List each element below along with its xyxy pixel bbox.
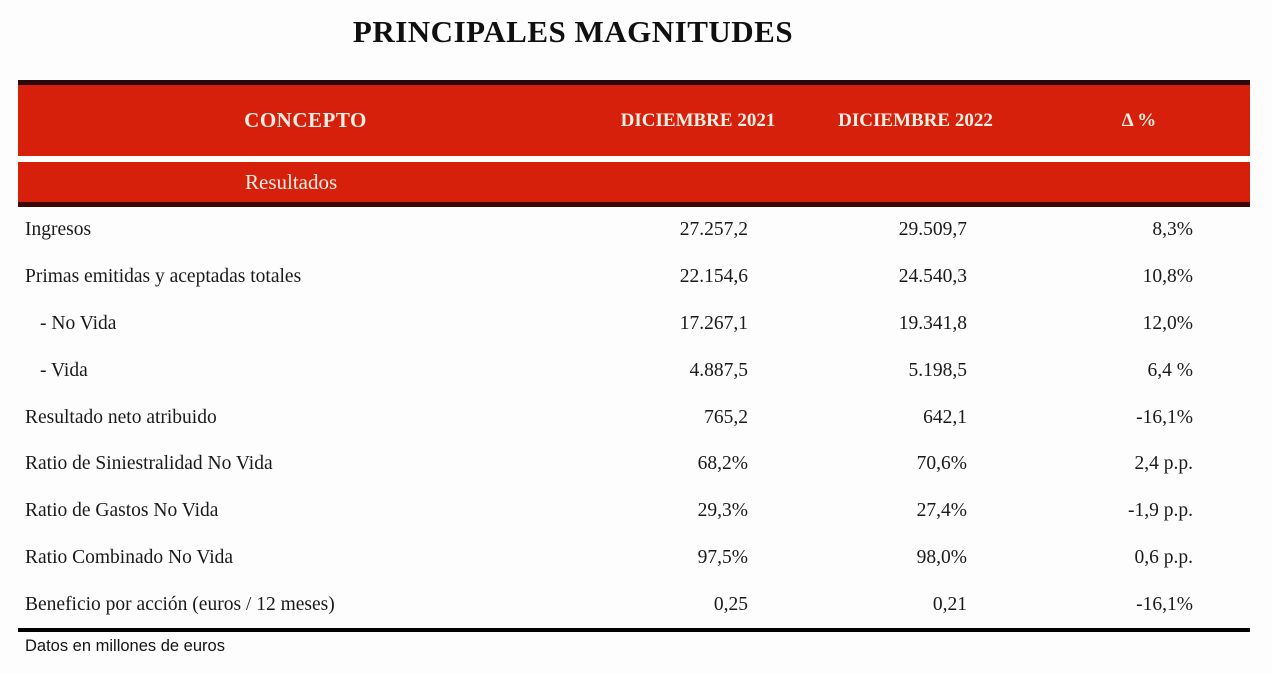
cell-concepto: Ratio de Siniestralidad No Vida bbox=[25, 453, 273, 475]
cell-diciembre-2021: 97,5% bbox=[697, 546, 748, 568]
cell-concepto: Resultado neto atribuido bbox=[25, 406, 217, 428]
footnote: Datos en millones de euros bbox=[25, 637, 225, 656]
cell-diciembre-2022: 27,4% bbox=[916, 500, 967, 522]
table-row: Ingresos 27.257,2 29.509,7 8,3% bbox=[18, 207, 1250, 254]
cell-delta: 10,8% bbox=[1142, 266, 1193, 288]
cell-concepto: Ratio de Gastos No Vida bbox=[25, 500, 219, 522]
table-row: - Vida 4.887,5 5.198,5 6,4 % bbox=[18, 347, 1250, 394]
section-row-resultados: Resultados bbox=[18, 162, 1250, 207]
cell-delta: 2,4 p.p. bbox=[1134, 453, 1194, 475]
section-label: Resultados bbox=[245, 169, 338, 194]
cell-diciembre-2022: 98,0% bbox=[916, 546, 967, 568]
cell-diciembre-2022: 29.509,7 bbox=[898, 219, 967, 241]
cell-delta: -16,1% bbox=[1136, 593, 1193, 615]
cell-delta: 0,6 p.p. bbox=[1134, 546, 1194, 568]
cell-concepto: Ratio Combinado No Vida bbox=[25, 546, 234, 568]
table-bottom-border: Datos en millones de euros bbox=[18, 628, 1250, 656]
page-title: PRINCIPALES MAGNITUDES bbox=[352, 14, 794, 49]
cell-concepto: Primas emitidas y aceptadas totales bbox=[25, 266, 302, 288]
table-body: Ingresos 27.257,2 29.509,7 8,3% Primas e… bbox=[18, 207, 1250, 628]
magnitudes-table: CONCEPTO DICIEMBRE 2021 DICIEMBRE 2022 Δ… bbox=[18, 80, 1250, 656]
cell-delta: 12,0% bbox=[1142, 312, 1193, 334]
cell-diciembre-2021: 765,2 bbox=[704, 406, 748, 428]
column-header-delta-percent: Δ % bbox=[1121, 109, 1157, 131]
cell-diciembre-2022: 5.198,5 bbox=[908, 359, 968, 381]
cell-diciembre-2022: 24.540,3 bbox=[898, 266, 967, 288]
cell-diciembre-2022: 0,21 bbox=[932, 593, 967, 615]
cell-diciembre-2021: 4.887,5 bbox=[689, 359, 749, 381]
column-header-diciembre-2022: DICIEMBRE 2022 bbox=[838, 109, 993, 131]
cell-delta: -1,9 p.p. bbox=[1128, 500, 1193, 522]
table-row: Resultado neto atribuido 765,2 642,1 -16… bbox=[18, 394, 1250, 441]
cell-delta: 8,3% bbox=[1152, 219, 1193, 241]
cell-concepto: - Vida bbox=[40, 359, 88, 381]
table-row: Ratio Combinado No Vida 97,5% 98,0% 0,6 … bbox=[18, 535, 1250, 582]
cell-diciembre-2022: 642,1 bbox=[923, 406, 967, 428]
cell-diciembre-2021: 0,25 bbox=[713, 593, 748, 615]
cell-concepto: Beneficio por acción (euros / 12 meses) bbox=[25, 593, 335, 615]
cell-delta: 6,4 % bbox=[1147, 359, 1194, 381]
table-row: Beneficio por acción (euros / 12 meses) … bbox=[18, 581, 1250, 628]
cell-concepto: Ingresos bbox=[25, 219, 92, 241]
cell-diciembre-2022: 70,6% bbox=[916, 453, 967, 475]
header-section-divider bbox=[18, 156, 1250, 162]
table-row: Ratio de Siniestralidad No Vida 68,2% 70… bbox=[18, 441, 1250, 488]
cell-diciembre-2022: 19.341,8 bbox=[898, 312, 967, 334]
column-header-diciembre-2021: DICIEMBRE 2021 bbox=[620, 109, 776, 131]
cell-diciembre-2021: 29,3% bbox=[697, 500, 748, 522]
cell-diciembre-2021: 68,2% bbox=[697, 453, 748, 475]
table-row: - No Vida 17.267,1 19.341,8 12,0% bbox=[18, 301, 1250, 348]
column-header-concepto: CONCEPTO bbox=[244, 108, 367, 132]
cell-concepto: - No Vida bbox=[40, 312, 117, 334]
table-row: Primas emitidas y aceptadas totales 22.1… bbox=[18, 254, 1250, 301]
cell-diciembre-2021: 27.257,2 bbox=[679, 219, 748, 241]
table-row: Ratio de Gastos No Vida 29,3% 27,4% -1,9… bbox=[18, 488, 1250, 535]
cell-diciembre-2021: 17.267,1 bbox=[679, 312, 748, 334]
table-header-row: CONCEPTO DICIEMBRE 2021 DICIEMBRE 2022 Δ… bbox=[18, 80, 1250, 156]
cell-diciembre-2021: 22.154,6 bbox=[679, 266, 748, 288]
cell-delta: -16,1% bbox=[1136, 406, 1193, 428]
